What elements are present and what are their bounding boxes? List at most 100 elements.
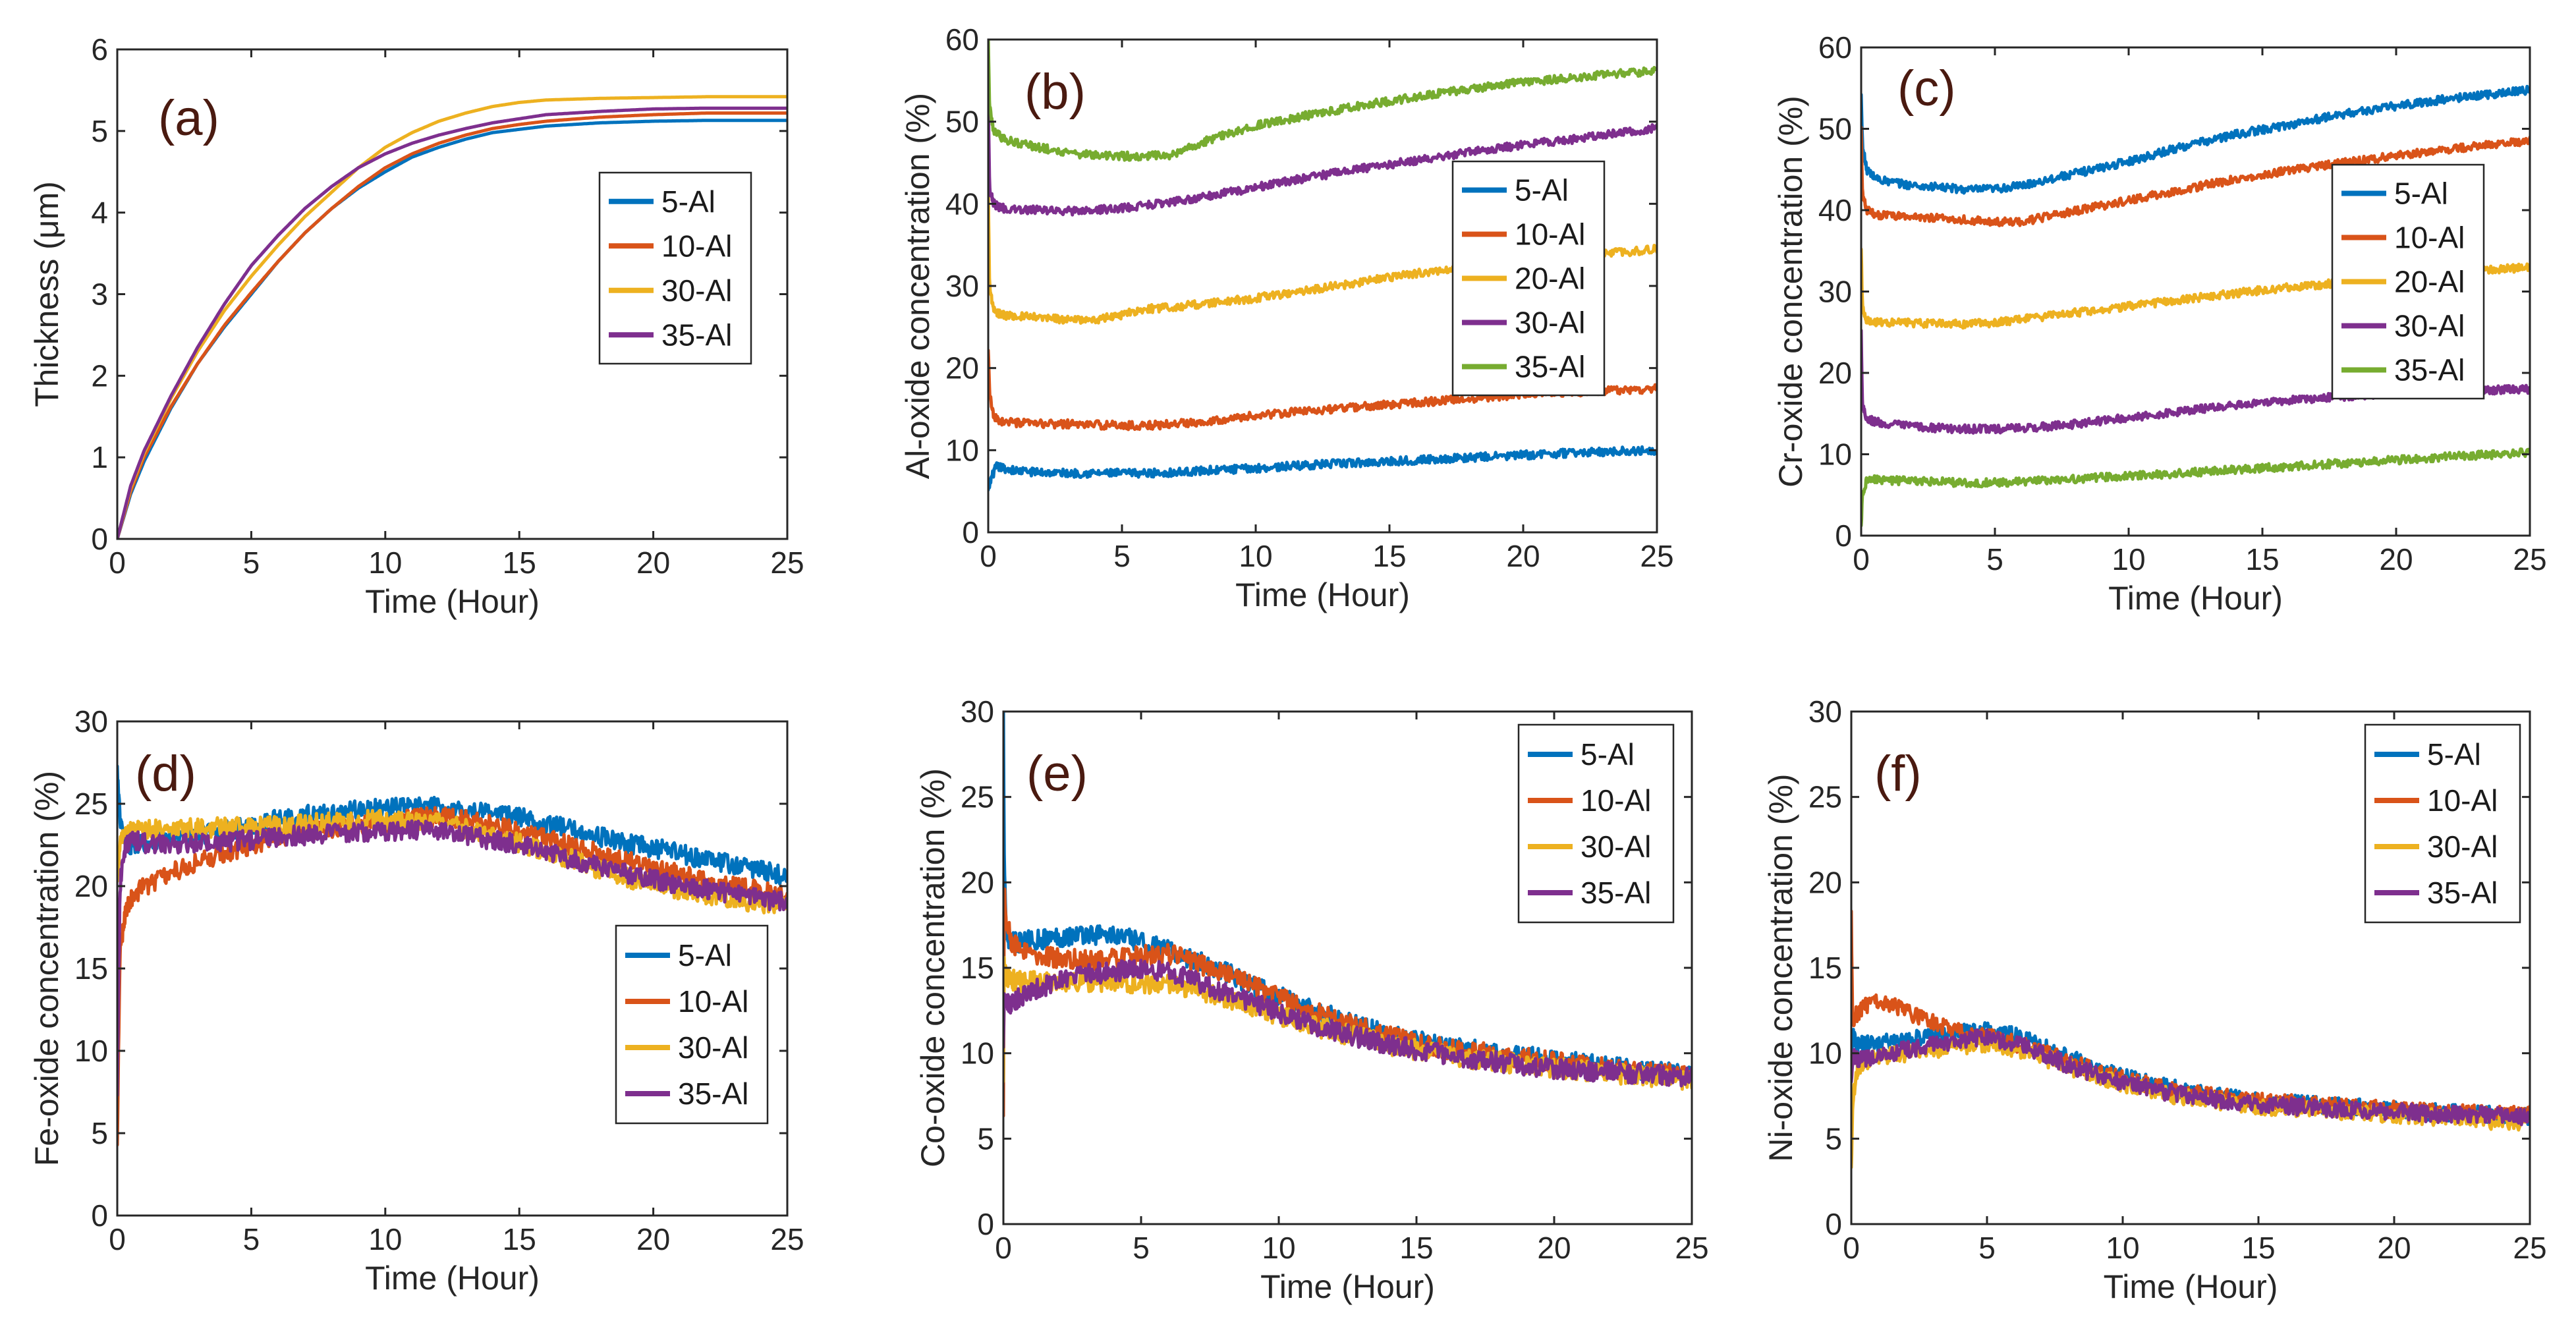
x-tick-label: 10 xyxy=(1262,1231,1295,1265)
y-tick-label: 40 xyxy=(945,186,979,221)
y-tick-label: 4 xyxy=(91,196,108,230)
x-tick-label: 15 xyxy=(503,546,536,580)
legend: 5-Al 10-Al 30-Al 35-Al xyxy=(598,171,752,365)
legend-entry: 10-Al xyxy=(678,984,748,1019)
y-tick-label: 60 xyxy=(1818,30,1852,65)
legend-entry: 35-Al xyxy=(1581,876,1651,910)
y-tick-label: 25 xyxy=(1808,780,1842,814)
x-tick-label: 0 xyxy=(1853,542,1870,576)
x-tick-label: 0 xyxy=(995,1231,1012,1265)
x-tick-label: 5 xyxy=(1978,1231,1996,1265)
plot-area xyxy=(1003,712,1692,1118)
series-line-10-al xyxy=(1851,909,2530,1125)
legend-entry: 10-Al xyxy=(1581,783,1651,818)
y-tick-label: 10 xyxy=(961,1036,994,1071)
y-tick-label: 0 xyxy=(1825,1207,1842,1241)
y-tick-label: 30 xyxy=(945,269,979,303)
legend-entry: 30-Al xyxy=(2427,829,2498,864)
y-tick-label: 50 xyxy=(945,105,979,139)
y-axis-label: Al-oxide concentration (%) xyxy=(899,93,936,479)
x-tick-label: 5 xyxy=(1133,1231,1150,1265)
x-tick-label: 20 xyxy=(1506,539,1540,573)
x-tick-label: 25 xyxy=(1675,1231,1708,1265)
y-tick-label: 6 xyxy=(91,32,108,67)
legend-entry: 35-Al xyxy=(678,1077,748,1111)
x-tick-label: 15 xyxy=(2245,542,2279,576)
x-tick-label: 5 xyxy=(1113,539,1131,573)
y-tick-label: 0 xyxy=(1835,518,1852,553)
plot-area xyxy=(988,40,1657,492)
y-tick-label: 60 xyxy=(945,22,979,57)
y-tick-label: 0 xyxy=(91,522,108,556)
x-tick-label: 10 xyxy=(2106,1231,2139,1265)
y-tick-label: 3 xyxy=(91,277,108,312)
x-axis-label: Time (Hour) xyxy=(365,583,540,620)
panel-b: 0 5 10 15 20 25 0 10 20 30 40 50 60 Time (Hour) Al-oxi… xyxy=(899,22,1674,613)
x-tick-label: 20 xyxy=(1537,1231,1571,1265)
legend-entry: 5-Al xyxy=(2394,177,2448,211)
y-tick-label: 20 xyxy=(1818,356,1852,390)
panel-letter: (a) xyxy=(158,90,219,146)
x-tick-label: 25 xyxy=(770,546,804,580)
x-tick-label: 20 xyxy=(636,546,670,580)
y-tick-label: 30 xyxy=(1818,275,1852,309)
y-tick-label: 10 xyxy=(945,433,979,467)
series-line-35-al xyxy=(117,106,787,539)
x-tick-label: 15 xyxy=(503,1222,536,1256)
legend-entry: 10-Al xyxy=(2394,221,2465,255)
legend-entry: 5-Al xyxy=(678,938,732,972)
x-tick-label: 0 xyxy=(109,546,126,580)
series-line-30-al xyxy=(117,95,787,539)
x-tick-label: 25 xyxy=(2513,1231,2546,1265)
legend-entry: 5-Al xyxy=(2427,737,2481,771)
x-axis-label: Time (Hour) xyxy=(365,1260,540,1297)
panel-letter: (f) xyxy=(1874,746,1922,802)
y-tick-label: 2 xyxy=(91,358,108,393)
y-tick-label: 20 xyxy=(1808,865,1842,899)
x-axis-label: Time (Hour) xyxy=(2104,1268,2278,1305)
legend-entry: 30-Al xyxy=(661,273,732,308)
legend-entry: 30-Al xyxy=(1581,829,1651,864)
y-tick-label: 15 xyxy=(1808,951,1842,985)
series-line-30-al xyxy=(988,94,1657,217)
y-tick-label: 5 xyxy=(91,114,108,148)
legend-entry: 5-Al xyxy=(1581,737,1635,771)
legend-entry: 30-Al xyxy=(1515,306,1585,340)
y-tick-label: 5 xyxy=(91,1116,108,1150)
panel-f: 0 5 10 15 20 25 0 5 10 15 20 25 30 Time (Hour) Ni-oxid… xyxy=(1762,694,2547,1305)
panel-c: 0 5 10 15 20 25 0 10 20 30 40 50 60 Time (Hour) Cr-oxi… xyxy=(1772,30,2547,617)
y-tick-label: 0 xyxy=(977,1207,994,1241)
x-tick-label: 25 xyxy=(770,1222,804,1256)
legend-entry: 10-Al xyxy=(661,229,732,263)
plot-area xyxy=(1851,909,2530,1169)
legend-entry: 35-Al xyxy=(2394,353,2465,387)
x-axis-label: Time (Hour) xyxy=(1235,576,1410,613)
series-line-35-al xyxy=(1851,1028,2530,1127)
y-axis-label: Thickness (μm) xyxy=(28,181,65,407)
y-tick-label: 10 xyxy=(1818,437,1852,472)
y-tick-label: 20 xyxy=(961,865,994,899)
legend-entry: 10-Al xyxy=(2427,783,2498,818)
y-tick-label: 0 xyxy=(962,515,979,549)
series-line-35-al xyxy=(988,40,1657,162)
series-line-35-al xyxy=(1003,959,1692,1088)
legend: 5-Al 10-Al 30-Al 35-Al xyxy=(2364,723,2521,924)
x-axis-label: Time (Hour) xyxy=(1260,1268,1435,1305)
legend-entry: 20-Al xyxy=(1515,262,1585,296)
x-tick-label: 5 xyxy=(1986,542,2003,576)
x-axis-label: Time (Hour) xyxy=(2108,580,2283,617)
plot-area xyxy=(117,95,787,539)
plot-area xyxy=(117,764,787,1147)
legend: 5-Al 10-Al 30-Al 35-Al xyxy=(1517,723,1675,924)
legend: 5-Al 10-Al 30-Al 35-Al xyxy=(615,924,769,1125)
panel-e: 0 5 10 15 20 25 0 5 10 15 20 25 30 Time (Hour) Co-oxid… xyxy=(914,694,1709,1305)
panel-d: 0 5 10 15 20 25 0 5 10 15 20 25 30 Time (Hour) Fe-oxid… xyxy=(28,704,804,1297)
y-tick-label: 25 xyxy=(74,787,108,821)
y-axis-label: Ni-oxide concentration (%) xyxy=(1762,773,1799,1162)
y-tick-label: 30 xyxy=(1808,694,1842,729)
y-tick-label: 25 xyxy=(961,780,994,814)
x-tick-label: 10 xyxy=(368,546,402,580)
y-tick-label: 15 xyxy=(74,951,108,986)
y-tick-label: 20 xyxy=(74,869,108,903)
